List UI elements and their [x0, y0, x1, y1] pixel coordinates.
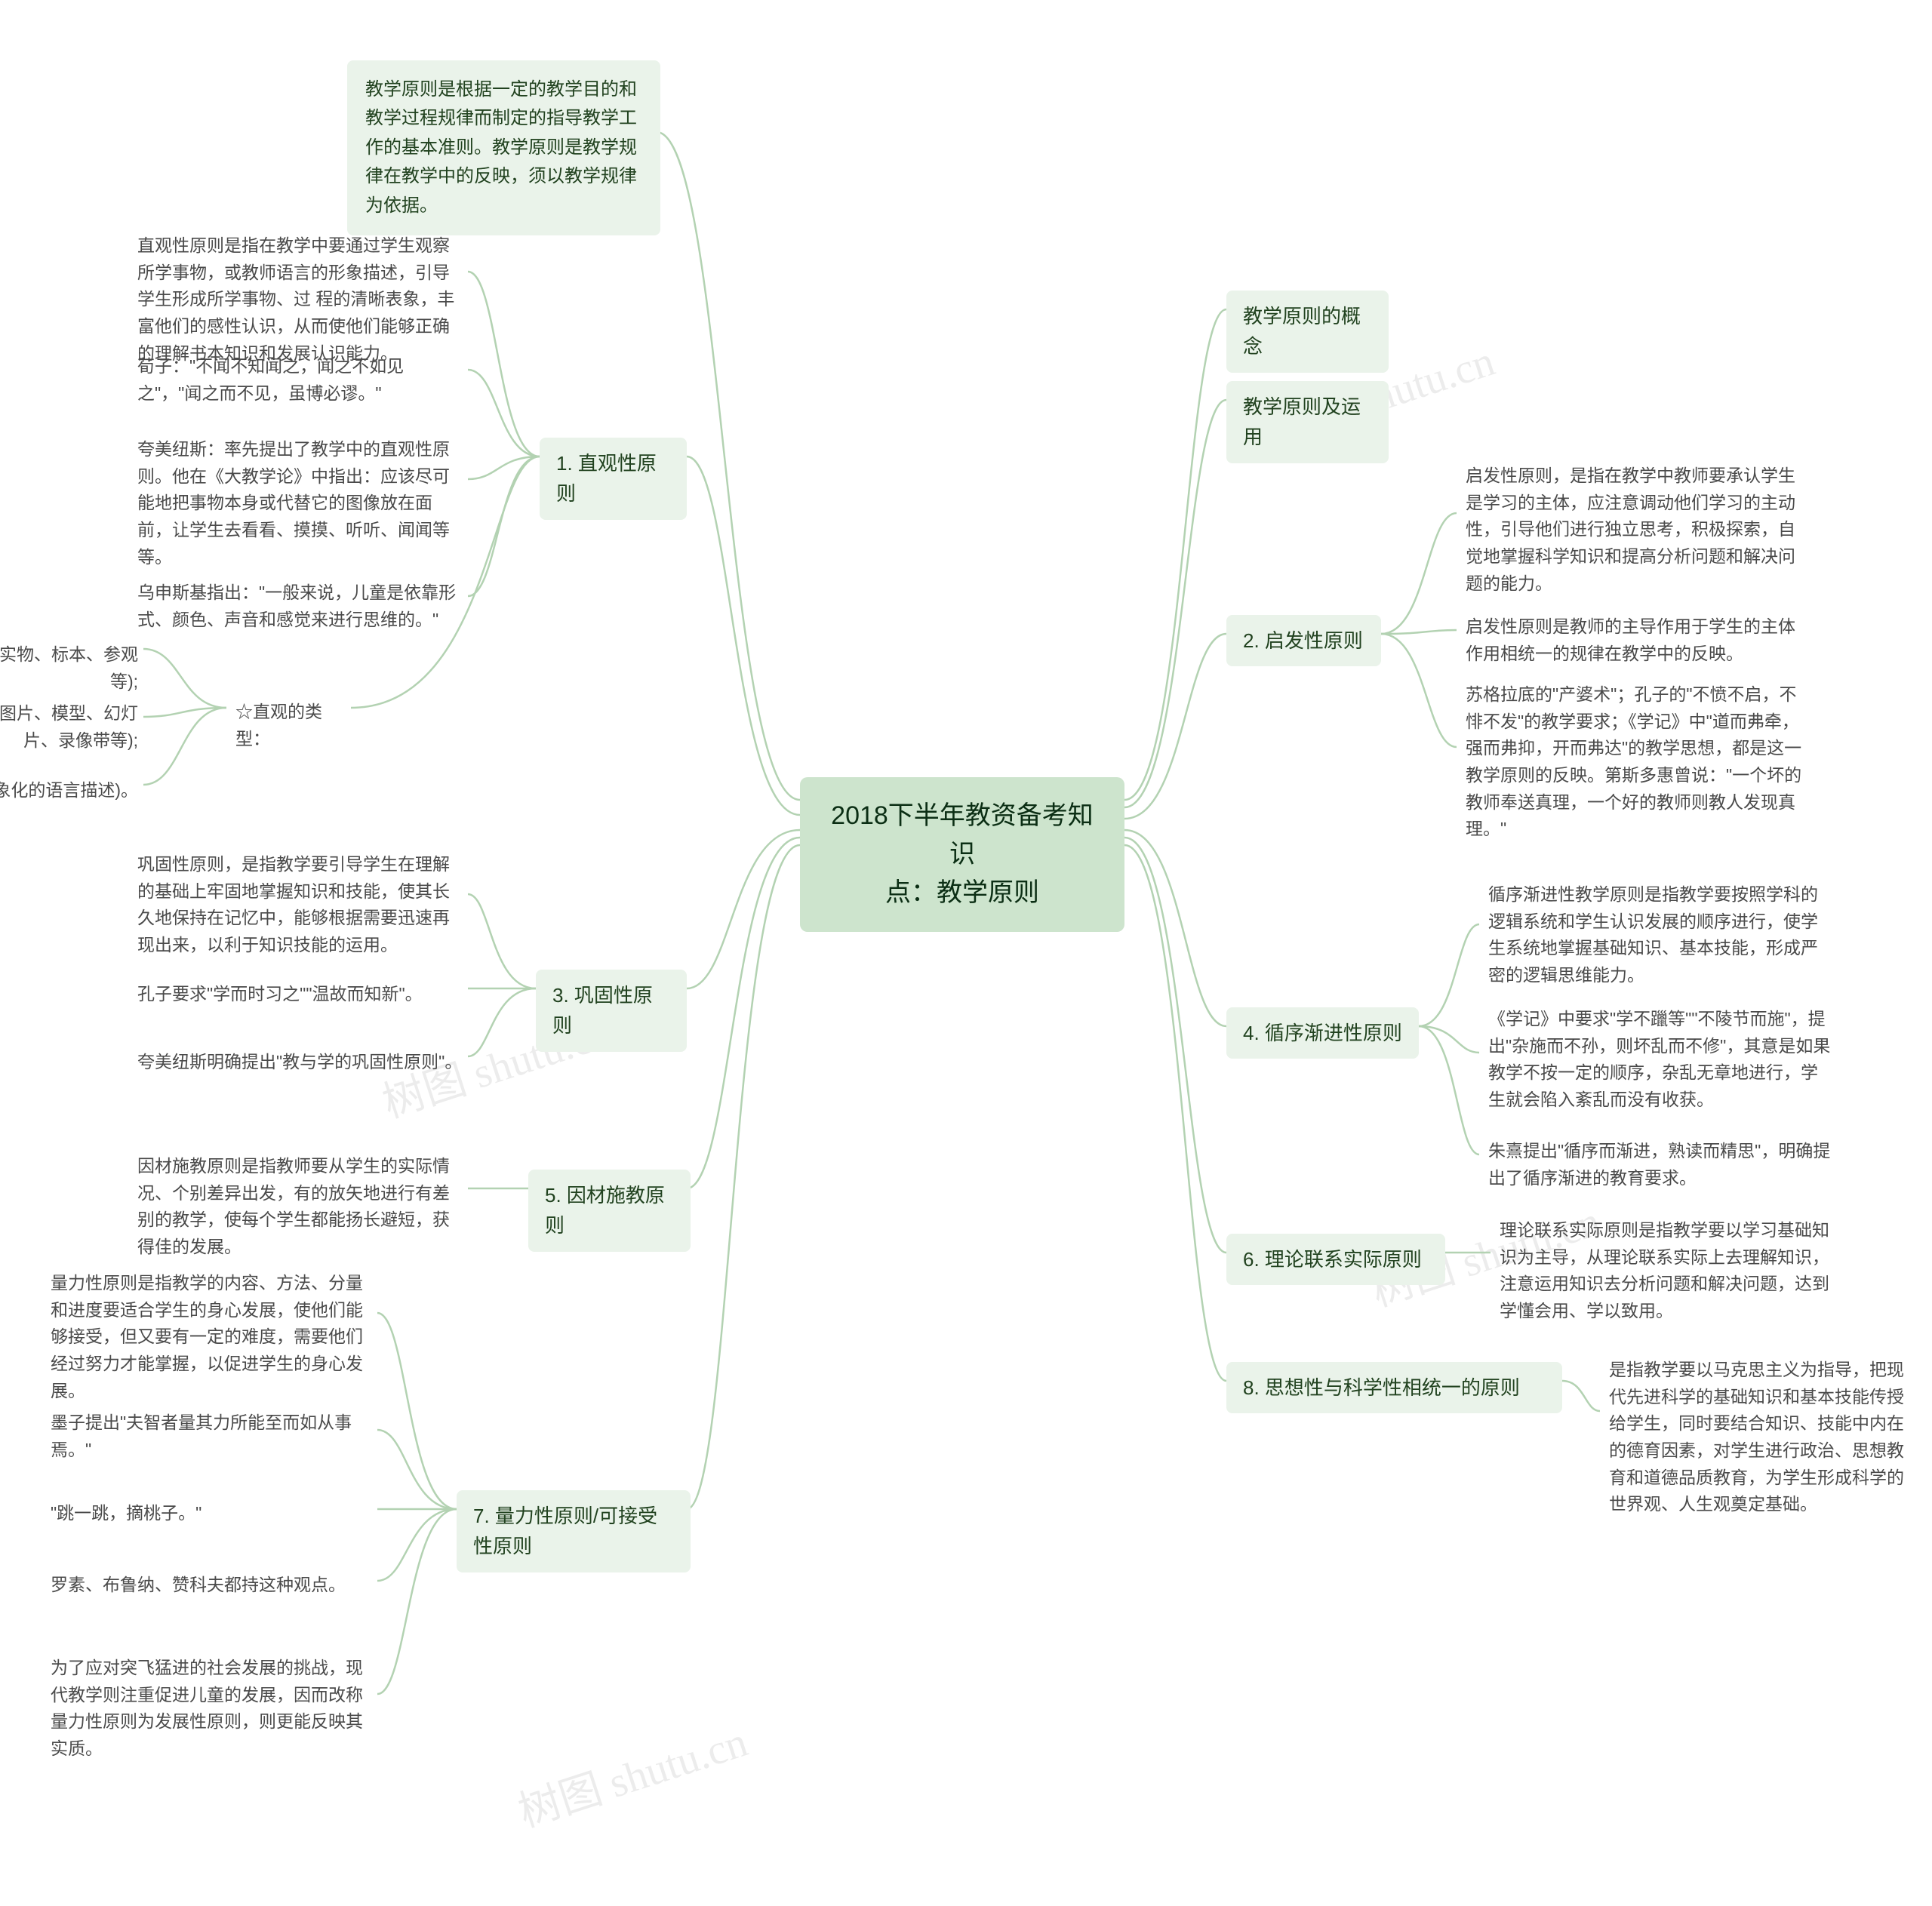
branch-l3: 5. 因材施教原则	[528, 1170, 691, 1252]
sub-label-l1: ☆直观的类型：	[226, 693, 355, 758]
leaf-r4-2: 朱熹提出"循序而渐进，熟读而精思"，明确提出了循序渐进的教育要求。	[1479, 1132, 1841, 1197]
leaf-r5: 理论联系实际原则是指教学要以学习基础知识为主导，从理论联系实际上去理解知识，注意…	[1491, 1211, 1853, 1331]
leaf-r3-2: 苏格拉底的"产婆术"；孔子的"不愤不启，不悱不发"的教学要求；《学记》中"道而弗…	[1457, 675, 1819, 849]
branch-r3: 2. 启发性原则	[1226, 615, 1381, 666]
root-node: 2018下半年教资备考知识 点：教学原则	[800, 777, 1124, 932]
leaf-l1-3: 乌申斯基指出："一般来说，儿童是依靠形式、颜色、声音和感觉来进行思维的。"	[128, 573, 472, 639]
leaf-l2-2: 夸美纽斯明确提出"教与学的巩固性原则"。	[128, 1043, 472, 1082]
leaf-l4-3: 罗素、布鲁纳、赞科夫都持这种观点。	[42, 1566, 385, 1605]
leaf-l1-2: 夸美纽斯：率先提出了教学中的直观性原则。他在《大教学论》中指出：应该尽可能地把事…	[128, 430, 472, 576]
intro-box: 教学原则是根据一定的教学目的和教学过程规律而制定的指导教学工作的基本准则。教学原…	[347, 60, 660, 235]
leaf-l4-0: 量力性原则是指教学的内容、方法、分量和进度要适合学生的身心发展，使他们能够接受，…	[42, 1264, 385, 1410]
root-line1: 2018下半年教资备考知识	[831, 801, 1094, 868]
leaf-r6: 是指教学要以马克思主义为指导，把现代先进科学的基础知识和基本技能传授给学生，同时…	[1600, 1351, 1913, 1524]
sub-leaf-l1-2: (3)语言直观(形象化的语言描述)。	[0, 771, 147, 810]
root-line2: 点：教学原则	[885, 878, 1039, 907]
branch-l1: 1. 直观性原则	[540, 438, 687, 520]
leaf-l3: 因材施教原则是指教师要从学生的实际情况、个别差异出发，有的放矢地进行有差别的教学…	[128, 1147, 472, 1267]
branch-r2: 教学原则及运用	[1226, 381, 1389, 463]
leaf-r3-1: 启发性原则是教师的主导作用于学生的主体作用相统一的规律在教学中的反映。	[1457, 607, 1819, 673]
leaf-r4-1: 《学记》中要求"学不躐等""不陵节而施"，提出"杂施而不孙，则坏乱而不修"，其意…	[1479, 1000, 1841, 1120]
sub-leaf-l1-1: (2)模糊/像直观(图片、模型、幻灯片、录像带等);	[0, 694, 147, 760]
branch-l2: 3. 巩固性原则	[536, 970, 687, 1052]
watermark: 树图 shutu.cn	[509, 1708, 754, 1839]
branch-l4: 7. 量力性原则/可接受性原则	[457, 1490, 691, 1572]
branch-r5: 6. 理论联系实际原则	[1226, 1234, 1445, 1285]
leaf-l1-1: 荀子："不闻不知闻之，闻之不如见之"，"闻之而不见，虽博必谬。"	[128, 347, 472, 413]
leaf-r3-0: 启发性原则，是指在教学中教师要承认学生是学习的主体，应注意调动他们学习的主动性，…	[1457, 457, 1819, 603]
branch-r4: 4. 循序渐进性原则	[1226, 1007, 1419, 1059]
branch-r6: 8. 思想性与科学性相统一的原则	[1226, 1362, 1562, 1413]
leaf-l2-1: 孔子要求"学而时习之""温故而知新"。	[128, 975, 472, 1014]
sub-leaf-l1-0: (1)实物直观(观察实物、标本、参观等);	[0, 635, 147, 701]
leaf-l4-2: "跳一跳，摘桃子。"	[42, 1494, 385, 1533]
branch-r1: 教学原则的概念	[1226, 291, 1389, 373]
leaf-r4-0: 循序渐进性教学原则是指教学要按照学科的逻辑系统和学生认识发展的顺序进行，使学生系…	[1479, 875, 1841, 995]
leaf-l4-4: 为了应对突飞猛进的社会发展的挑战，现代教学则注重促进儿童的发展，因而改称量力性原…	[42, 1649, 385, 1769]
leaf-l4-1: 墨子提出"夫智者量其力所能至而如从事焉。"	[42, 1403, 385, 1469]
leaf-l2-0: 巩固性原则，是指教学要引导学生在理解的基础上牢固地掌握知识和技能，使其长久地保持…	[128, 845, 472, 965]
